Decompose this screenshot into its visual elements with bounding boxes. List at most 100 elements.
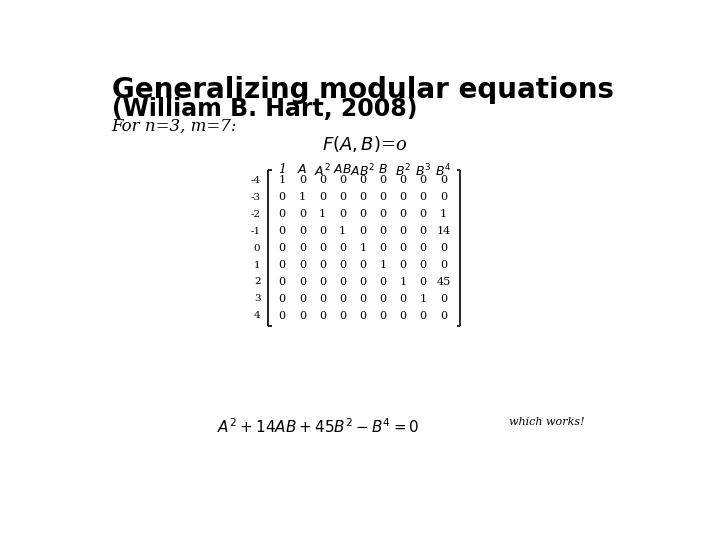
Text: 0: 0 bbox=[299, 260, 306, 270]
Text: 0: 0 bbox=[400, 294, 407, 304]
Text: 0: 0 bbox=[400, 243, 407, 253]
Text: 1: 1 bbox=[254, 260, 261, 269]
Text: 14: 14 bbox=[436, 226, 451, 236]
Text: 0: 0 bbox=[299, 277, 306, 287]
Text: 0: 0 bbox=[359, 226, 366, 236]
Text: which works!: which works! bbox=[510, 417, 585, 428]
Text: 0: 0 bbox=[379, 294, 387, 304]
Text: 0: 0 bbox=[279, 277, 286, 287]
Text: 1: 1 bbox=[278, 163, 287, 176]
Text: $A^2 + 14AB + 45B^2 - B^4 = 0$: $A^2 + 14AB + 45B^2 - B^4 = 0$ bbox=[217, 417, 420, 436]
Text: 0: 0 bbox=[319, 277, 326, 287]
Text: $A^2$: $A^2$ bbox=[314, 163, 331, 179]
Text: 0: 0 bbox=[339, 176, 346, 185]
Text: 0: 0 bbox=[319, 226, 326, 236]
Text: 0: 0 bbox=[339, 192, 346, 202]
Text: 0: 0 bbox=[379, 226, 387, 236]
Text: 0: 0 bbox=[279, 209, 286, 219]
Text: 0: 0 bbox=[299, 243, 306, 253]
Text: 0: 0 bbox=[420, 277, 427, 287]
Text: 0: 0 bbox=[279, 311, 286, 321]
Text: 0: 0 bbox=[359, 294, 366, 304]
Text: 1: 1 bbox=[279, 176, 286, 185]
Text: 0: 0 bbox=[440, 192, 447, 202]
Text: 0: 0 bbox=[440, 294, 447, 304]
Text: 0: 0 bbox=[359, 260, 366, 270]
Text: 0: 0 bbox=[254, 244, 261, 253]
Text: 1: 1 bbox=[299, 192, 306, 202]
Text: 0: 0 bbox=[299, 311, 306, 321]
Text: 0: 0 bbox=[379, 176, 387, 185]
Text: 0: 0 bbox=[359, 277, 366, 287]
Text: 0: 0 bbox=[440, 311, 447, 321]
Text: 0: 0 bbox=[279, 243, 286, 253]
Text: 0: 0 bbox=[339, 243, 346, 253]
Text: 0: 0 bbox=[319, 243, 326, 253]
Text: 0: 0 bbox=[400, 192, 407, 202]
Text: -4: -4 bbox=[251, 176, 261, 185]
Text: 0: 0 bbox=[299, 176, 306, 185]
Text: 0: 0 bbox=[379, 311, 387, 321]
Text: 0: 0 bbox=[279, 192, 286, 202]
Text: 0: 0 bbox=[299, 294, 306, 304]
Text: 0: 0 bbox=[319, 192, 326, 202]
Text: $AB$: $AB$ bbox=[333, 163, 352, 176]
Text: 0: 0 bbox=[379, 243, 387, 253]
Text: 0: 0 bbox=[379, 192, 387, 202]
Text: 0: 0 bbox=[359, 311, 366, 321]
Text: 1: 1 bbox=[319, 209, 326, 219]
Text: 0: 0 bbox=[420, 311, 427, 321]
Text: 0: 0 bbox=[420, 192, 427, 202]
Text: 0: 0 bbox=[400, 226, 407, 236]
Text: $F(A,B)$=o: $F(A,B)$=o bbox=[323, 134, 408, 154]
Text: 1: 1 bbox=[339, 226, 346, 236]
Text: $AB^2$: $AB^2$ bbox=[350, 163, 375, 179]
Text: For n=3, m=7:: For n=3, m=7: bbox=[112, 118, 237, 135]
Text: 0: 0 bbox=[359, 192, 366, 202]
Text: 0: 0 bbox=[299, 209, 306, 219]
Text: 0: 0 bbox=[420, 176, 427, 185]
Text: 1: 1 bbox=[440, 209, 447, 219]
Text: 0: 0 bbox=[400, 176, 407, 185]
Text: 0: 0 bbox=[299, 226, 306, 236]
Text: 0: 0 bbox=[359, 209, 366, 219]
Text: 0: 0 bbox=[279, 226, 286, 236]
Text: 0: 0 bbox=[279, 294, 286, 304]
Text: 4: 4 bbox=[254, 312, 261, 320]
Text: 0: 0 bbox=[339, 294, 346, 304]
Text: 0: 0 bbox=[420, 226, 427, 236]
Text: $B^4$: $B^4$ bbox=[435, 163, 451, 179]
Text: -3: -3 bbox=[251, 193, 261, 202]
Text: 1: 1 bbox=[420, 294, 427, 304]
Text: 0: 0 bbox=[400, 311, 407, 321]
Text: 0: 0 bbox=[420, 260, 427, 270]
Text: 0: 0 bbox=[279, 260, 286, 270]
Text: 1: 1 bbox=[400, 277, 407, 287]
Text: 0: 0 bbox=[379, 277, 387, 287]
Text: -1: -1 bbox=[251, 227, 261, 235]
Text: $B$: $B$ bbox=[378, 163, 388, 176]
Text: 2: 2 bbox=[254, 278, 261, 286]
Text: 0: 0 bbox=[440, 243, 447, 253]
Text: 45: 45 bbox=[436, 277, 451, 287]
Text: $A$: $A$ bbox=[297, 163, 307, 176]
Text: 0: 0 bbox=[319, 176, 326, 185]
Text: 0: 0 bbox=[359, 176, 366, 185]
Text: 0: 0 bbox=[379, 209, 387, 219]
Text: Generalizing modular equations: Generalizing modular equations bbox=[112, 76, 613, 104]
Text: (William B. Hart, 2008): (William B. Hart, 2008) bbox=[112, 97, 417, 121]
Text: 0: 0 bbox=[400, 260, 407, 270]
Text: 1: 1 bbox=[379, 260, 387, 270]
Text: 3: 3 bbox=[254, 294, 261, 303]
Text: $B^2$: $B^2$ bbox=[395, 163, 411, 179]
Text: $B^3$: $B^3$ bbox=[415, 163, 431, 179]
Text: 0: 0 bbox=[339, 311, 346, 321]
Text: -2: -2 bbox=[251, 210, 261, 219]
Text: 0: 0 bbox=[440, 176, 447, 185]
Text: 0: 0 bbox=[420, 243, 427, 253]
Text: 0: 0 bbox=[339, 209, 346, 219]
Text: 0: 0 bbox=[440, 260, 447, 270]
Text: 0: 0 bbox=[400, 209, 407, 219]
Text: 0: 0 bbox=[339, 260, 346, 270]
Text: 0: 0 bbox=[319, 311, 326, 321]
